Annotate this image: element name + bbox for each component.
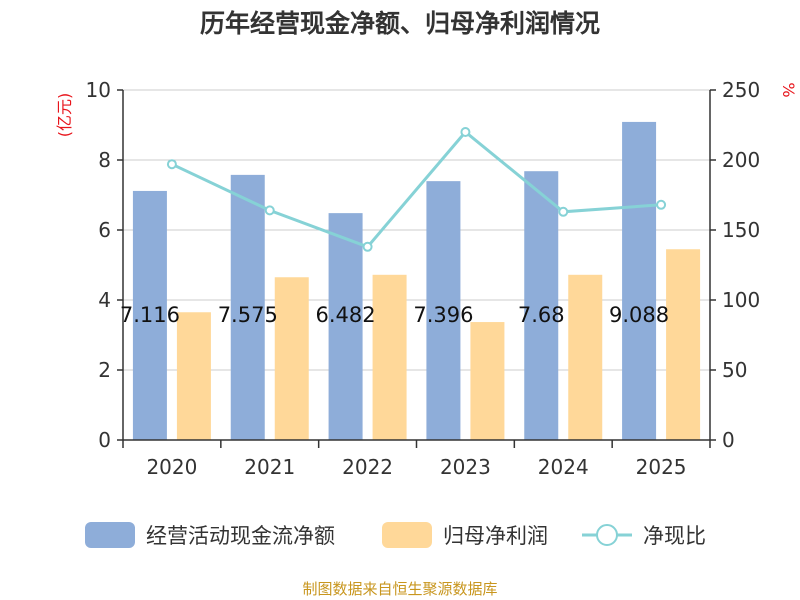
legend-label-net-profit: 归母净利润 [443,524,548,548]
data-labels: 7.116 7.575 6.482 7.396 7.68 9.088 [120,303,669,327]
data-label: 7.116 [120,303,180,327]
legend-label-ratio: 净现比 [643,524,706,548]
y-right-unit: % [779,82,798,97]
ratio-polyline [171,129,662,249]
x-tick-label: 2025 [636,455,687,479]
y-right-tick-label: 50 [722,358,747,382]
y-left-tick-label: 8 [98,148,111,172]
legend-swatch-net-profit [382,522,432,548]
bar-net-profit [176,312,211,440]
bar-cash-flow [524,171,559,440]
bar-cash-flow [230,174,265,440]
bar-cash-flow [132,190,167,440]
bar-cash-flow [622,121,657,441]
chart-title: 历年经营现金净额、归母净利润情况 [199,9,600,38]
ratio-point [166,159,177,170]
ratio-point [264,205,275,216]
bar-net-profit [470,322,505,440]
bar-net-profit [568,274,603,440]
x-tick-label: 2020 [146,455,197,479]
data-label: 6.482 [316,303,376,327]
bar-net-profit [372,274,407,440]
legend-swatch-cash-flow [85,522,135,548]
source-note: 制图数据来自恒生聚源数据库 [302,580,498,598]
y-left-tick-label: 2 [98,358,111,382]
data-label: 7.68 [518,303,565,327]
y-right-tick-label: 150 [722,218,760,242]
ratio-line [166,127,667,252]
bar-net-profit [666,249,701,440]
ratio-point [558,206,569,217]
y-right-tick-label: 200 [722,148,760,172]
x-tick-label: 2022 [342,455,393,479]
legend-marker-ratio [596,524,618,546]
x-tick-label: 2023 [440,455,491,479]
y-left-tick-label: 0 [98,428,111,452]
y-right-tick-label: 100 [722,288,760,312]
y-left-tick-label: 10 [86,78,111,102]
ratio-point [460,127,471,137]
y-right-tick-label: 0 [722,428,735,452]
grid-lines [123,89,710,371]
y-right-tick-label: 250 [722,78,760,102]
bar-cash-flow [328,213,363,440]
data-label: 7.575 [218,303,278,327]
x-tick-label: 2024 [538,455,589,479]
legend-label-cash-flow: 经营活动现金流净额 [146,524,335,548]
bar-cash-flow [426,181,461,440]
legend: 经营活动现金流净额 归母净利润 净现比 [85,522,706,548]
bars [132,121,701,441]
y-left-tick-label: 4 [98,288,111,312]
data-label: 9.088 [609,303,669,327]
x-tick-label: 2021 [244,455,295,479]
ratio-point [656,199,667,210]
ratio-point [362,241,373,252]
data-label: 7.396 [413,303,473,327]
y-left-tick-label: 6 [98,218,111,242]
bar-net-profit [274,277,309,440]
y-left-unit: (亿元) [55,93,74,138]
